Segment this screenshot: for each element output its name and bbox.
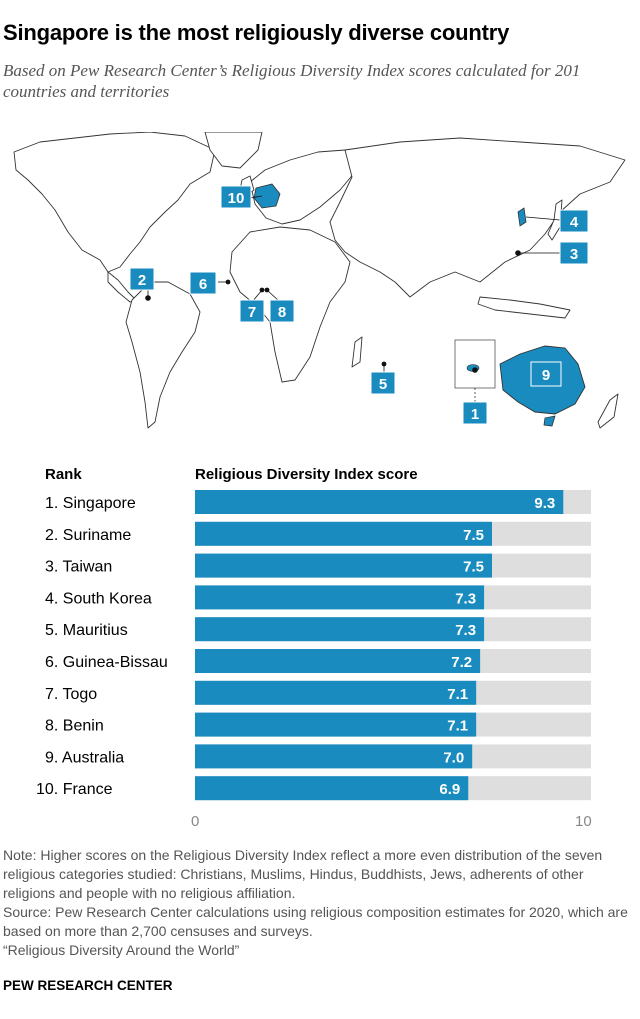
marker-2-box (129, 267, 155, 291)
marker-9-label: 9 (542, 367, 550, 384)
marker-3-label: 3 (570, 246, 578, 263)
bar (195, 585, 485, 610)
south-america-landmass (125, 281, 201, 429)
score-header: Religious Diversity Index score (195, 466, 418, 483)
report-title: “Religious Diversity Around the World” (3, 942, 240, 958)
rank-header: Rank (45, 466, 82, 483)
marker-2-label: 2 (138, 272, 146, 289)
bar (195, 521, 492, 546)
value-label: 9.3 (534, 495, 555, 512)
category-label: 10. France (36, 781, 113, 798)
marker-7-box (239, 299, 265, 323)
note-text: Note: Higher scores on the Religious Div… (3, 847, 603, 901)
category-label: 8. Benin (45, 718, 104, 735)
x-tick-label: 10 (575, 813, 592, 830)
source-text: Source: Pew Research Center calculations… (3, 904, 628, 939)
footer-logo-text: PEW RESEARCH CENTER (3, 978, 173, 993)
marker-8-box (269, 299, 295, 323)
marker-1-box (462, 401, 488, 425)
new-zealand-landmass (597, 393, 619, 429)
singapore-inset (454, 339, 496, 389)
category-label: 3. Taiwan (45, 559, 112, 576)
bar (195, 712, 477, 737)
france-landmass (253, 183, 281, 209)
value-label: 6.9 (439, 781, 460, 798)
bar (195, 617, 485, 642)
chart-subtitle: Based on Pew Research Center’s Religious… (3, 61, 581, 101)
marker-6-box (189, 271, 217, 295)
chart-notes: Note: Higher scores on the Religious Div… (3, 846, 637, 960)
marker-8-label: 8 (278, 304, 286, 321)
value-label: 7.3 (455, 590, 476, 607)
japan-landmass (547, 199, 563, 241)
marker-3-box (559, 241, 589, 265)
marker-6-label: 6 (199, 276, 207, 293)
marker-5-box (370, 371, 396, 395)
south-korea-landmass (517, 207, 527, 227)
tasmania-landmass (543, 415, 556, 427)
madagascar-landmass (351, 336, 363, 368)
bar (195, 553, 492, 578)
indonesia-landmass (477, 296, 571, 319)
marker-10-label: 10 (228, 190, 245, 207)
bar (195, 490, 564, 514)
north-america-landmass (13, 132, 216, 273)
category-label: 1. Singapore (45, 495, 136, 512)
marker-7-label: 7 (248, 304, 256, 321)
value-label: 7.1 (447, 686, 468, 703)
marker-4-label: 4 (570, 214, 579, 231)
value-label: 7.5 (463, 559, 484, 576)
chart-title: Singapore is the most religiously divers… (3, 20, 510, 45)
singapore-dot (472, 367, 478, 373)
bar (195, 680, 477, 705)
x-tick-label: 0 (191, 813, 199, 830)
category-label: 5. Mauritius (45, 622, 128, 639)
category-label: 4. South Korea (45, 590, 152, 607)
category-label: 9. Australia (45, 749, 124, 766)
value-label: 7.5 (463, 527, 484, 544)
bar (195, 649, 481, 673)
marker-4-box (559, 209, 589, 233)
marker-9-box (530, 361, 562, 387)
value-label: 7.3 (455, 622, 476, 639)
bar-chart: 1. Singapore 9.3 2. Suriname 7.5 3. Taiwan 7.… (36, 490, 592, 830)
marker-1-label: 1 (471, 406, 479, 423)
greenland-landmass (204, 132, 263, 169)
marker-5-label: 5 (379, 376, 387, 393)
value-label: 7.1 (447, 718, 468, 735)
marker-10-box (220, 185, 252, 209)
category-label: 2. Suriname (45, 527, 131, 544)
bar (195, 776, 469, 801)
asia-landmass (329, 137, 626, 298)
value-label: 7.0 (443, 749, 464, 766)
bar (195, 744, 473, 769)
value-label: 7.2 (451, 654, 472, 671)
world-map: 1 2 3 4 5 6 7 8 9 10 (13, 132, 626, 429)
category-label: 7. Togo (45, 686, 97, 703)
category-label: 6. Guinea-Bissau (45, 654, 168, 671)
